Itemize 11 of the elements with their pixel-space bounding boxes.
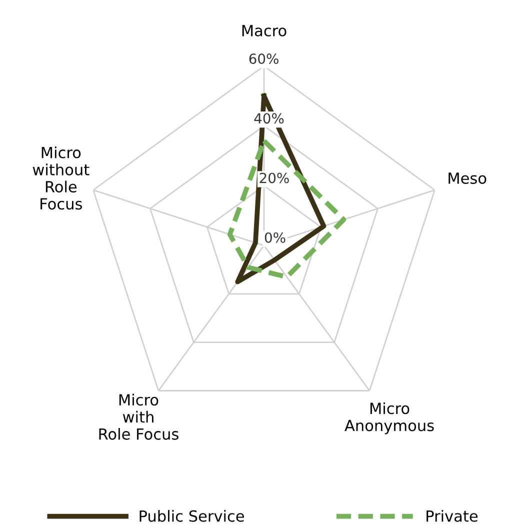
y-tick-label: 60%	[249, 53, 278, 64]
spoke-label: Micro without Role Focus	[32, 146, 90, 210]
spoke-label: Meso	[448, 172, 486, 184]
spoke-label: Macro	[242, 25, 286, 36]
legend-label: Public Service	[140, 510, 244, 522]
spoke-label: Micro with Role Focus	[99, 394, 178, 440]
y-tick-label: 0%	[264, 232, 286, 243]
spoke-label: Micro Anonymous	[344, 402, 434, 434]
y-tick-label: 40%	[254, 113, 284, 124]
y-tick-label: 20%	[260, 172, 289, 184]
legend-label: Private	[426, 510, 478, 522]
